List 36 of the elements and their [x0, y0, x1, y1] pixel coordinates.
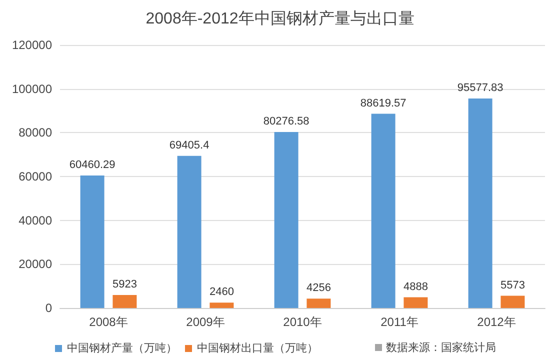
chart-title: 2008年-2012年中国钢材产量与出口量	[146, 10, 414, 28]
bar	[80, 175, 104, 308]
y-tick-label: 60000	[18, 170, 52, 184]
bar	[274, 132, 298, 308]
y-tick-label: 120000	[12, 38, 52, 52]
y-tick-label: 40000	[18, 213, 52, 228]
data-label: 4256	[306, 282, 331, 294]
x-tick-label: 2011年	[380, 315, 418, 329]
data-label: 4888	[403, 280, 428, 293]
x-tick-label: 2009年	[186, 315, 225, 329]
y-tick-label: 20000	[18, 257, 52, 272]
source-note: 数据来源：国家统计局	[386, 340, 496, 355]
data-label: 5923	[112, 278, 137, 291]
x-tick-label: 2008年	[89, 315, 128, 329]
bar	[112, 295, 137, 308]
data-label: 2460	[209, 286, 234, 298]
bar	[371, 114, 396, 308]
data-label: 69405.4	[169, 139, 210, 152]
bar	[500, 296, 525, 308]
data-label: 95577.83	[457, 82, 504, 94]
x-tick-label: 2012年	[477, 315, 516, 329]
data-label: 80276.58	[263, 116, 310, 128]
data-label: 60460.29	[69, 158, 116, 171]
y-tick-label: 80000	[18, 126, 52, 140]
legend-label: 中国钢材产量（万吨）	[67, 342, 177, 354]
bar	[210, 302, 234, 308]
bar	[468, 98, 492, 308]
data-label: 88619.57	[360, 97, 406, 110]
data-label: 5573	[500, 279, 525, 292]
x-tick-label: 2010年	[283, 315, 322, 329]
legend-label: 中国钢材出口量（万吨）	[197, 342, 318, 354]
bar	[306, 298, 331, 308]
bar	[177, 156, 202, 308]
y-tick-label: 0	[45, 301, 52, 315]
y-tick-label: 100000	[12, 82, 52, 96]
bar	[404, 297, 428, 308]
